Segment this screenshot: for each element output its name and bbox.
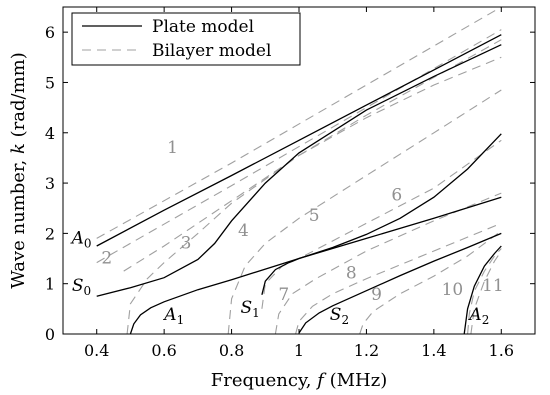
y-tick-label: 0 xyxy=(45,325,55,344)
curve-label-3: 3 xyxy=(181,233,192,253)
curve-label-4: 4 xyxy=(238,221,249,241)
y-tick-label: 1 xyxy=(45,275,55,294)
legend-label-bilayer: Bilayer model xyxy=(152,41,271,61)
y-tick-label: 4 xyxy=(45,124,55,143)
curve-label-2: 2 xyxy=(101,249,112,269)
y-tick-label: 6 xyxy=(45,23,55,42)
x-tick-label: 1 xyxy=(294,341,304,360)
x-tick-label: 1.2 xyxy=(354,341,379,360)
y-axis-label: Wave number, k (rad/mm) xyxy=(8,52,29,288)
plate-curve-a2 xyxy=(463,245,502,334)
bilayer-curve-10 xyxy=(467,248,502,334)
annotations-layer: A0 S0 A1 S1 S2 A2 1 2 3 4 5 6 7 89 10 11 xyxy=(70,138,504,327)
curve-label-9: 9 xyxy=(371,285,382,305)
x-tick-label: 1.6 xyxy=(489,341,514,360)
x-tick-label: 1.4 xyxy=(421,341,446,360)
curve-label-5: 5 xyxy=(309,206,320,226)
x-axis-label: Frequency, f (MHz) xyxy=(211,370,387,391)
y-tick-label: 5 xyxy=(45,73,55,92)
y-tick-label: 2 xyxy=(45,224,55,243)
curve-label-s2: S2 xyxy=(330,305,349,327)
plate-curve-s1 xyxy=(261,133,502,295)
bilayer-curve-7 xyxy=(274,192,502,334)
curve-label-8: 8 xyxy=(346,264,357,284)
curve-label-a1: A1 xyxy=(162,305,184,327)
plate-curve-a0 xyxy=(96,34,502,247)
plate-curve-s0 xyxy=(96,44,502,297)
bilayer-curve-8 xyxy=(295,222,502,334)
curves-layer xyxy=(96,7,502,334)
legend-box xyxy=(71,12,301,66)
bilayer-curve-9 xyxy=(359,230,502,334)
plate-curve-a1 xyxy=(129,196,502,334)
curve-label-a2: A2 xyxy=(467,305,489,327)
curve-label-s1: S1 xyxy=(240,298,259,320)
bilayer-curve-5 xyxy=(227,89,502,334)
bilayer-curve-1 xyxy=(96,7,502,239)
bilayer-curve-2 xyxy=(96,29,502,264)
curve-label-7: 7 xyxy=(278,285,289,305)
bilayer-curve-4 xyxy=(126,56,502,334)
curve-label-6: 6 xyxy=(391,186,402,206)
curve-label-10: 10 xyxy=(442,280,464,300)
x-tick-label: 0.8 xyxy=(219,341,244,360)
legend-label-plate: Plate model xyxy=(152,17,254,37)
y-tick-label: 3 xyxy=(45,174,55,193)
legend: Plate model Bilayer model xyxy=(71,12,301,66)
curve-label-11: 11 xyxy=(482,276,504,296)
curve-label-a0: A0 xyxy=(70,228,92,250)
x-tick-label: 0.4 xyxy=(84,341,109,360)
plate-curve-s2 xyxy=(298,232,502,334)
x-tick-label: 0.6 xyxy=(151,341,176,360)
axes-layer: 0.4 0.6 0.8 1 1.2 1.4 1.6 0 1 2 3 4 5 6 xyxy=(45,7,535,360)
curve-label-1: 1 xyxy=(167,138,178,158)
curve-label-s0: S0 xyxy=(72,276,91,298)
bilayer-curve-11 xyxy=(470,250,502,334)
